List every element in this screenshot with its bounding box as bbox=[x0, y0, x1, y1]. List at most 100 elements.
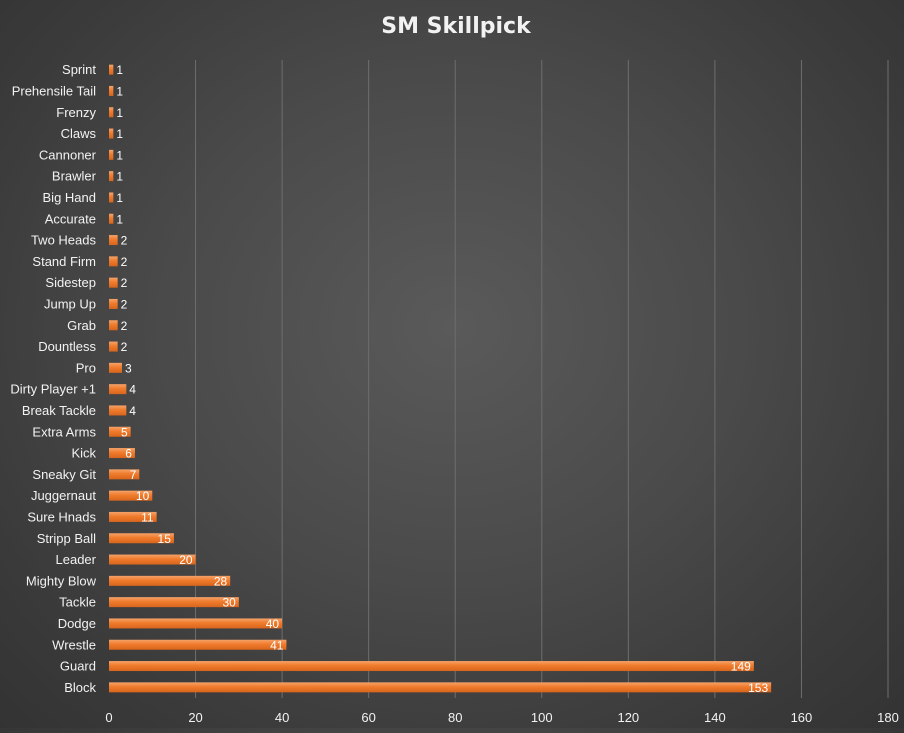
category-label: Jump Up bbox=[44, 296, 96, 311]
category-label: Sidestep bbox=[45, 275, 96, 290]
x-tick-label: 160 bbox=[791, 710, 813, 725]
bar bbox=[109, 362, 122, 373]
bar bbox=[109, 256, 118, 267]
category-label: Sneaky Git bbox=[32, 467, 96, 482]
category-label: Two Heads bbox=[31, 233, 97, 248]
category-label: Dodge bbox=[58, 616, 96, 631]
bar bbox=[109, 277, 118, 288]
gridlines bbox=[195, 60, 889, 698]
data-label: 2 bbox=[121, 297, 128, 311]
data-label: 1 bbox=[116, 191, 123, 205]
category-label: Kick bbox=[71, 446, 96, 461]
bar bbox=[109, 469, 140, 480]
x-tick-label: 0 bbox=[105, 710, 112, 725]
data-label: 1 bbox=[116, 212, 123, 226]
data-label: 30 bbox=[222, 596, 236, 610]
x-tick-label: 80 bbox=[448, 710, 462, 725]
data-label: 4 bbox=[129, 383, 136, 397]
data-label: 2 bbox=[121, 276, 128, 290]
category-label: Brawler bbox=[52, 169, 97, 184]
data-label: 7 bbox=[130, 468, 137, 482]
bar bbox=[109, 298, 118, 309]
bar bbox=[109, 661, 754, 672]
category-label: Stripp Ball bbox=[37, 531, 96, 546]
x-tick-label: 140 bbox=[704, 710, 726, 725]
bar bbox=[109, 192, 114, 203]
data-label: 40 bbox=[266, 617, 280, 631]
data-label: 2 bbox=[121, 255, 128, 269]
category-label: Grab bbox=[67, 318, 96, 333]
data-label: 1 bbox=[116, 106, 123, 120]
category-label: Juggernaut bbox=[31, 488, 96, 503]
bar bbox=[109, 85, 114, 96]
category-label: Sure Hnads bbox=[27, 509, 96, 524]
bar bbox=[109, 618, 283, 629]
bar bbox=[109, 213, 114, 224]
bar bbox=[109, 128, 114, 139]
bar bbox=[109, 448, 135, 459]
category-label: Stand Firm bbox=[32, 254, 96, 269]
data-label: 6 bbox=[125, 447, 132, 461]
data-label: 1 bbox=[116, 63, 123, 77]
category-label: Block bbox=[64, 680, 96, 695]
category-label: Frenzy bbox=[56, 105, 96, 120]
category-labels: Block Guard Wrestle Dodge Tackle Mighty Blow L… bbox=[10, 62, 96, 695]
data-label: 11 bbox=[141, 510, 154, 524]
data-label: 5 bbox=[121, 425, 128, 439]
data-label: 4 bbox=[129, 404, 136, 418]
bar bbox=[109, 639, 287, 650]
data-label: 20 bbox=[179, 553, 193, 567]
data-label: 15 bbox=[158, 532, 172, 546]
category-label: Wrestle bbox=[52, 637, 96, 652]
category-label: Sprint bbox=[62, 62, 96, 77]
data-labels: 1531494140302820151110765443222222111111… bbox=[116, 63, 768, 695]
category-label: Prehensile Tail bbox=[12, 83, 96, 98]
x-tick-label: 40 bbox=[275, 710, 289, 725]
x-tick-label: 100 bbox=[531, 710, 553, 725]
data-label: 149 bbox=[731, 660, 751, 674]
bar bbox=[109, 511, 157, 522]
data-label: 153 bbox=[748, 681, 768, 695]
category-label: Accurate bbox=[45, 211, 96, 226]
data-label: 28 bbox=[214, 574, 228, 588]
category-label: Extra Arms bbox=[32, 424, 96, 439]
data-label: 10 bbox=[136, 489, 150, 503]
bar bbox=[109, 320, 118, 331]
bar bbox=[109, 597, 239, 608]
bar bbox=[109, 426, 131, 437]
category-label: Dirty Player +1 bbox=[10, 382, 96, 397]
bar bbox=[109, 682, 772, 693]
bars bbox=[109, 64, 772, 693]
category-label: Pro bbox=[76, 360, 96, 375]
bar bbox=[109, 64, 114, 75]
x-tick-label: 120 bbox=[617, 710, 639, 725]
bar bbox=[109, 384, 127, 395]
data-label: 1 bbox=[116, 148, 123, 162]
data-label: 2 bbox=[121, 319, 128, 333]
data-label: 2 bbox=[121, 234, 128, 248]
category-label: Tackle bbox=[59, 595, 96, 610]
bar bbox=[109, 235, 118, 246]
data-label: 1 bbox=[116, 127, 123, 141]
data-label: 1 bbox=[116, 170, 123, 184]
data-label: 1 bbox=[116, 84, 123, 98]
bar bbox=[109, 554, 196, 565]
category-label: Guard bbox=[60, 659, 96, 674]
category-label: Cannoner bbox=[39, 147, 97, 162]
bar bbox=[109, 171, 114, 182]
bar bbox=[109, 575, 231, 586]
bar bbox=[109, 149, 114, 160]
data-label: 2 bbox=[121, 340, 128, 354]
x-axis-ticks: 0 20 40 60 80 100 120 140 160 180 bbox=[105, 710, 898, 725]
category-label: Mighty Blow bbox=[26, 573, 97, 588]
bar bbox=[109, 341, 118, 352]
category-label: Break Tackle bbox=[22, 403, 96, 418]
x-tick-label: 60 bbox=[361, 710, 375, 725]
category-label: Leader bbox=[56, 552, 97, 567]
data-label: 3 bbox=[125, 361, 132, 375]
category-label: Claws bbox=[61, 126, 97, 141]
category-label: Dountless bbox=[38, 339, 96, 354]
data-label: 41 bbox=[270, 638, 284, 652]
bar bbox=[109, 533, 174, 544]
